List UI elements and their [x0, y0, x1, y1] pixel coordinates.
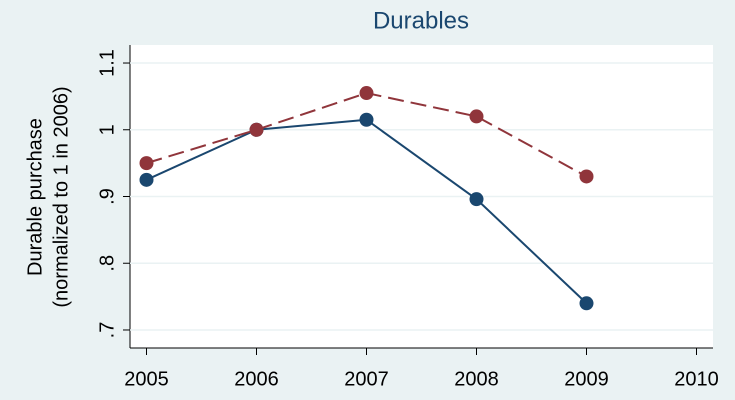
chart-title: Durables	[373, 7, 469, 34]
data-point	[359, 86, 374, 101]
y-axis-label: Durable purchase	[24, 118, 46, 276]
data-point	[359, 112, 374, 127]
data-point	[139, 156, 154, 171]
data-point	[579, 169, 594, 184]
data-point	[249, 122, 264, 137]
x-tick-label: 2008	[454, 368, 499, 390]
data-point	[469, 192, 484, 207]
y-tick-label: .9	[96, 188, 118, 205]
x-tick-label: 2005	[124, 368, 169, 390]
data-point	[469, 109, 484, 124]
x-tick-label: 2010	[674, 368, 719, 390]
data-point	[139, 172, 154, 187]
y-tick-label: 1	[96, 124, 118, 135]
data-point	[579, 296, 594, 311]
y-tick-label: .7	[96, 322, 118, 339]
x-tick-label: 2006	[234, 368, 279, 390]
x-tick-label: 2009	[564, 368, 609, 390]
y-tick-label: .8	[96, 255, 118, 272]
y-axis-label: (normalized to 1 in 2006)	[50, 86, 72, 307]
x-tick-label: 2007	[344, 368, 389, 390]
y-tick-label: 1.1	[96, 49, 118, 77]
